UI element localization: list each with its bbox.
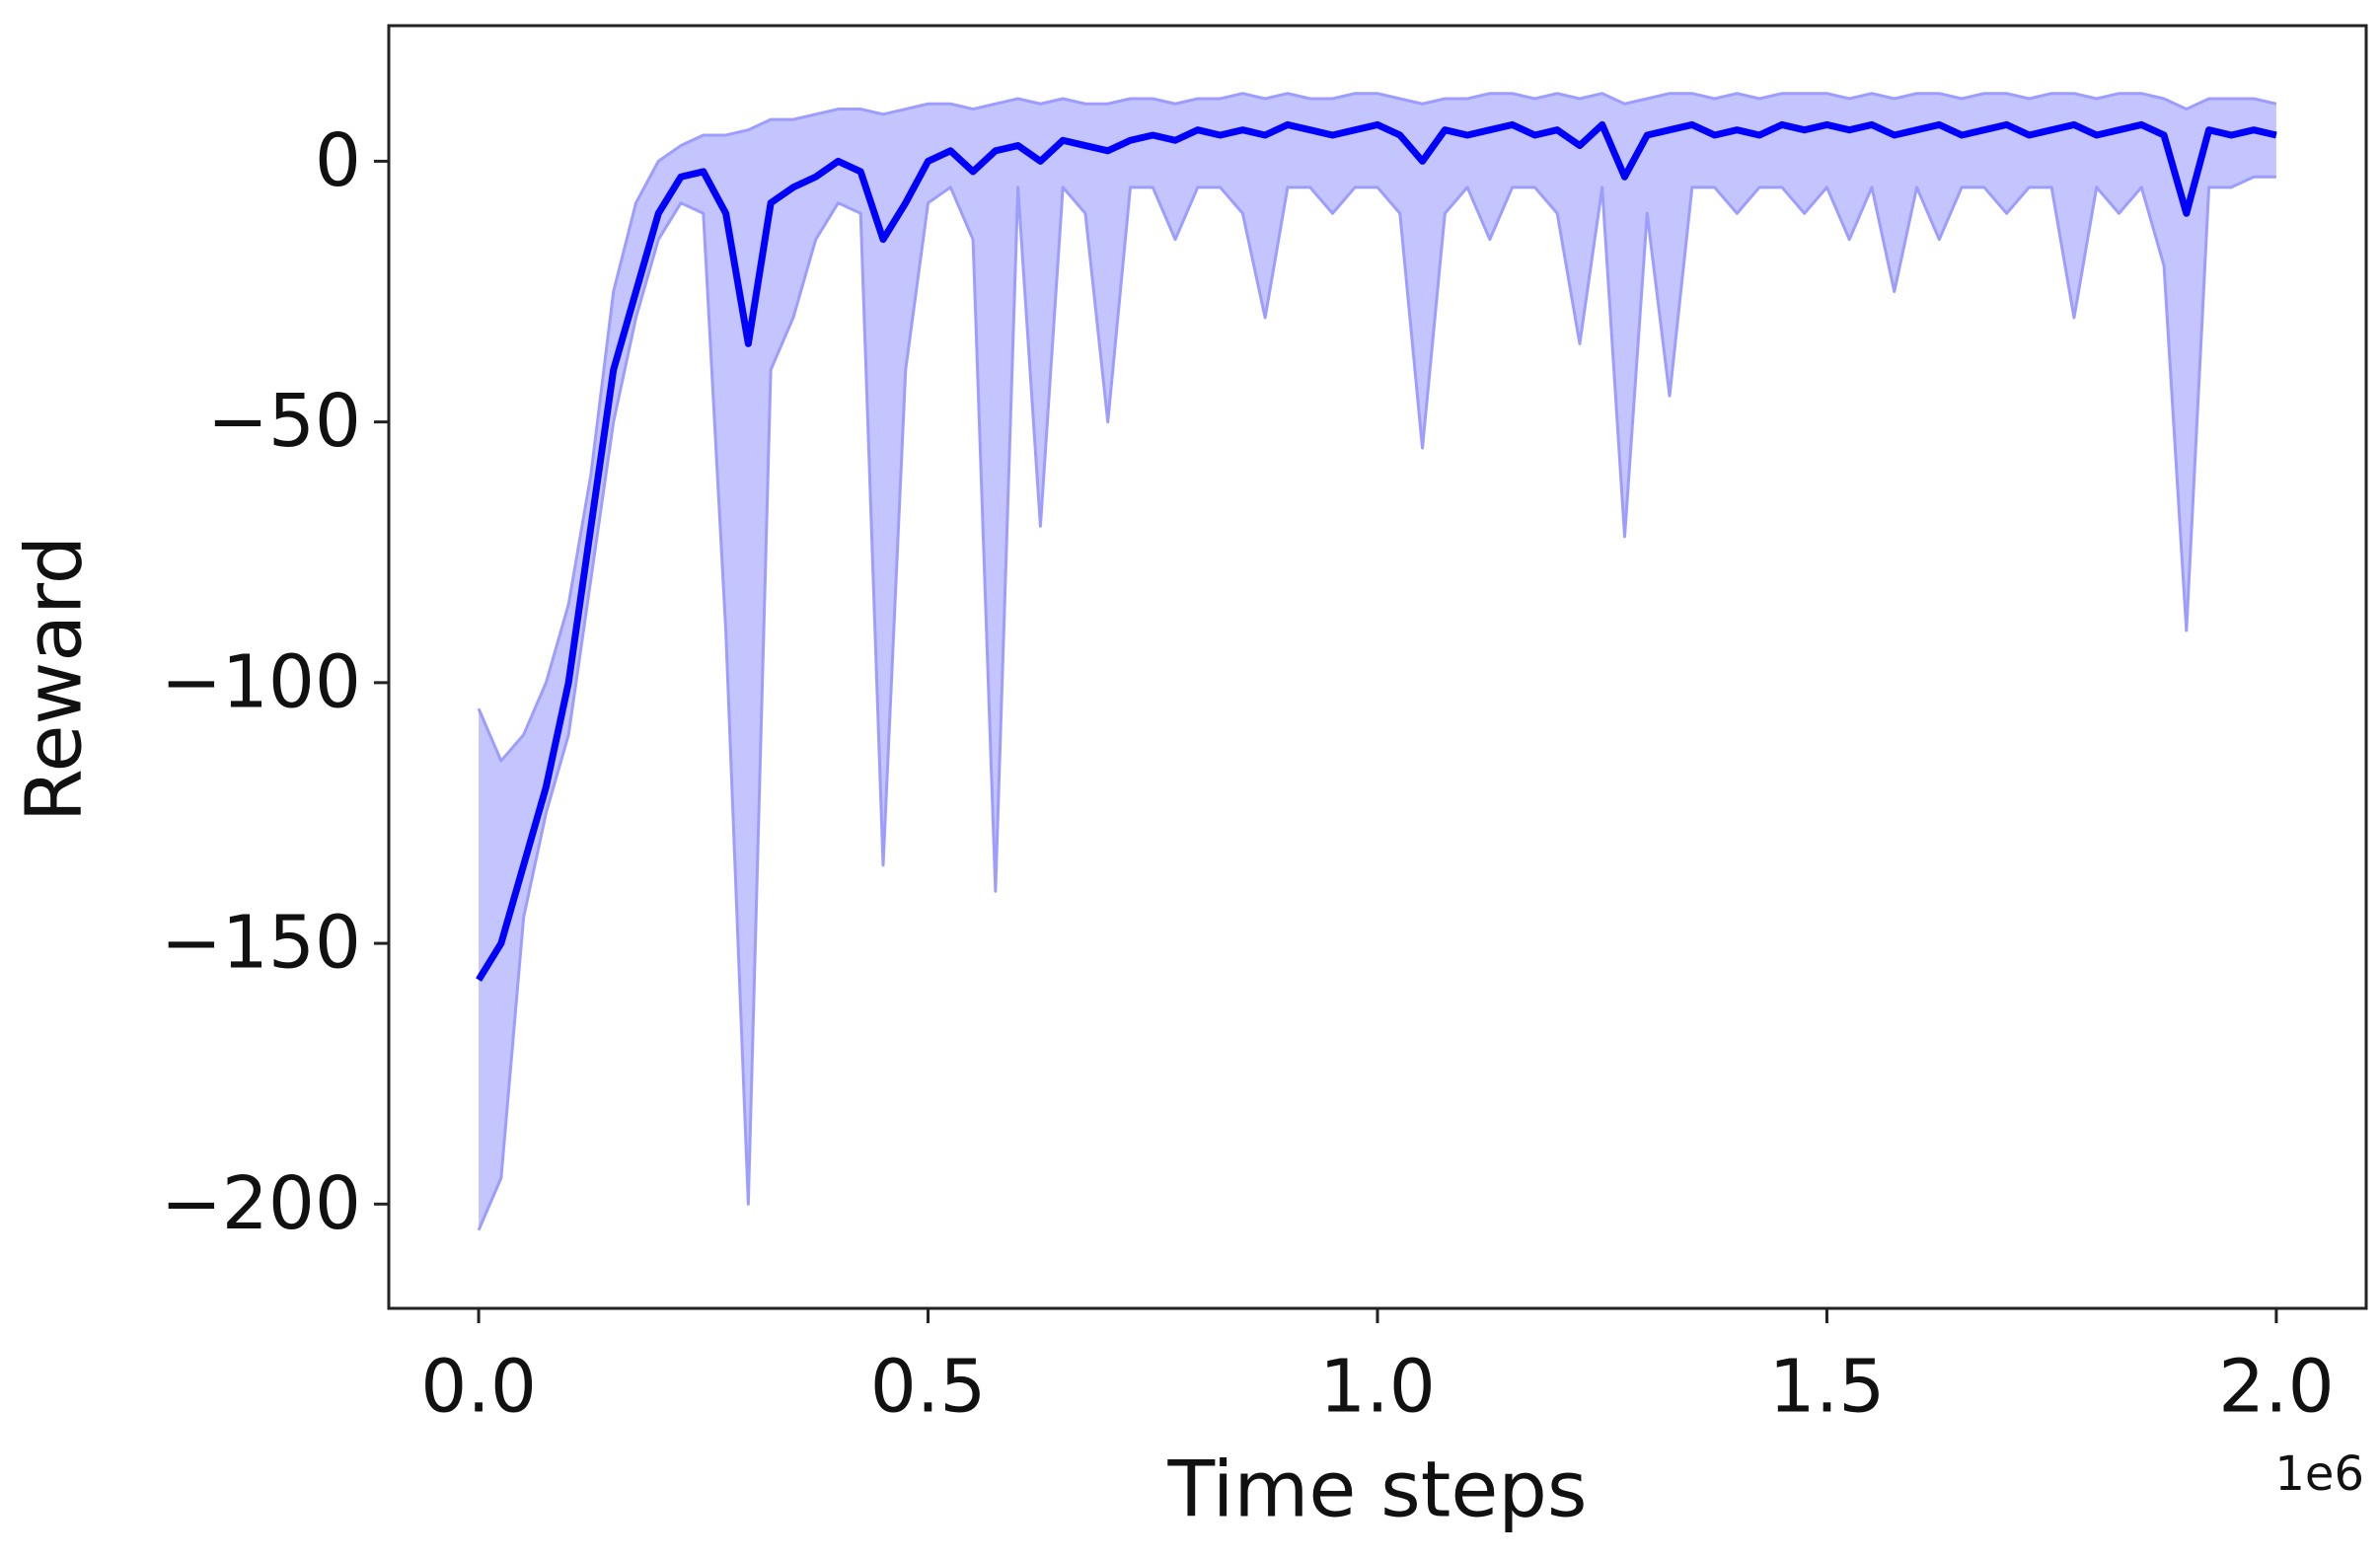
x-offset-label: 1e6: [2274, 1447, 2364, 1502]
x-tick-label: 1.0: [1319, 1345, 1436, 1430]
x-tick-label: 0.5: [870, 1345, 987, 1430]
band-upper: [477, 92, 2277, 763]
x-tick-label: 0.0: [420, 1345, 537, 1430]
x-tick-label: 2.0: [2218, 1345, 2335, 1430]
x-axis-label: Time steps: [1166, 1446, 1587, 1534]
y-tick-label: −50: [207, 379, 361, 464]
mean-line: [476, 120, 2277, 982]
band-lower: [477, 175, 2276, 1231]
y-tick-label: −150: [161, 901, 361, 986]
y-tick-label: 0: [315, 118, 361, 203]
y-tick-label: −100: [161, 639, 361, 724]
x-tick-label: 1.5: [1769, 1345, 1886, 1430]
plot-frame: [387, 24, 2368, 1310]
band-fill: [479, 93, 2276, 1230]
y-tick-label: −200: [161, 1161, 361, 1246]
y-axis-label: Reward: [10, 536, 99, 822]
